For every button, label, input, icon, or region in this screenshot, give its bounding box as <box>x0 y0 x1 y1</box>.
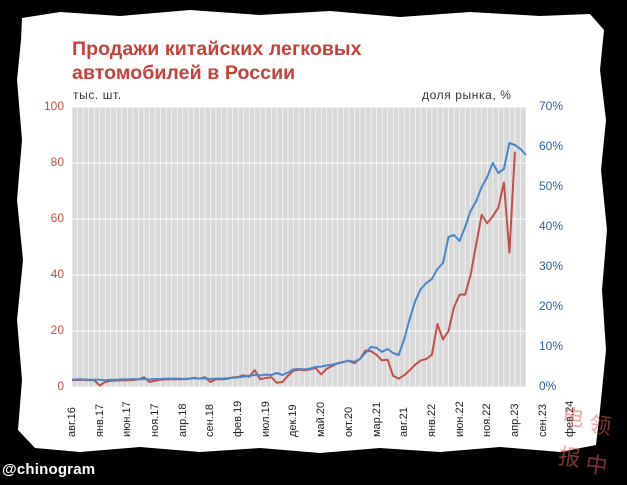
x-tick-label: апр.23 <box>508 403 521 437</box>
right-y-tick-label: 50% <box>539 179 564 193</box>
x-tick-label: сен.18 <box>204 404 217 437</box>
x-tick-label: ноя.22 <box>481 403 494 437</box>
chart-title-line-1: Продажи китайских легковых <box>72 38 362 60</box>
right-y-tick-label: 30% <box>539 259 564 273</box>
chart-title-line-2: автомобилей в России <box>72 62 296 84</box>
x-tick-label: янв.22 <box>425 403 438 437</box>
x-tick-label: мар.21 <box>370 401 383 437</box>
right-y-tick-label: 40% <box>539 219 564 233</box>
x-tick-label: окт.20 <box>342 406 355 437</box>
x-tick-label: фев.19 <box>232 400 245 437</box>
right-y-tick-label: 70% <box>539 99 564 113</box>
right-axis-unit: доля рынка, % <box>422 88 512 102</box>
x-tick-label: ноя.17 <box>149 403 162 437</box>
plot-area <box>71 106 527 388</box>
x-tick-label: май.20 <box>315 401 328 437</box>
x-tick-label: авг.16 <box>66 407 78 437</box>
left-axis-unit: тыс. шт. <box>73 88 122 102</box>
x-tick-label: сен.23 <box>536 404 549 437</box>
x-tick-label: дек.19 <box>287 404 300 437</box>
x-tick-label: июл.19 <box>259 401 272 437</box>
x-tick-label: авг.21 <box>398 407 411 437</box>
right-y-tick-label: 60% <box>539 139 564 153</box>
x-tick-label: июн.22 <box>453 401 466 437</box>
right-y-tick-label: 0% <box>539 379 557 393</box>
left-y-tick-label: 0 <box>57 379 64 393</box>
right-y-tick-label: 20% <box>539 299 564 313</box>
left-y-tick-label: 40 <box>50 267 64 281</box>
right-y-tick-label: 10% <box>539 339 564 353</box>
left-y-tick-label: 60 <box>50 211 64 225</box>
x-tick-label: апр.18 <box>176 403 189 437</box>
x-tick-label: июн.17 <box>121 401 134 437</box>
red-seal-stamp: 电 领 报 中 <box>556 404 613 481</box>
left-y-tick-label: 20 <box>50 323 64 337</box>
market-share-series-line <box>71 142 527 382</box>
left-y-tick-label: 100 <box>43 99 64 113</box>
watermark-handle: @chinogram <box>2 461 96 478</box>
x-tick-label: янв.17 <box>93 403 106 437</box>
left-y-tick-label: 80 <box>50 155 64 169</box>
